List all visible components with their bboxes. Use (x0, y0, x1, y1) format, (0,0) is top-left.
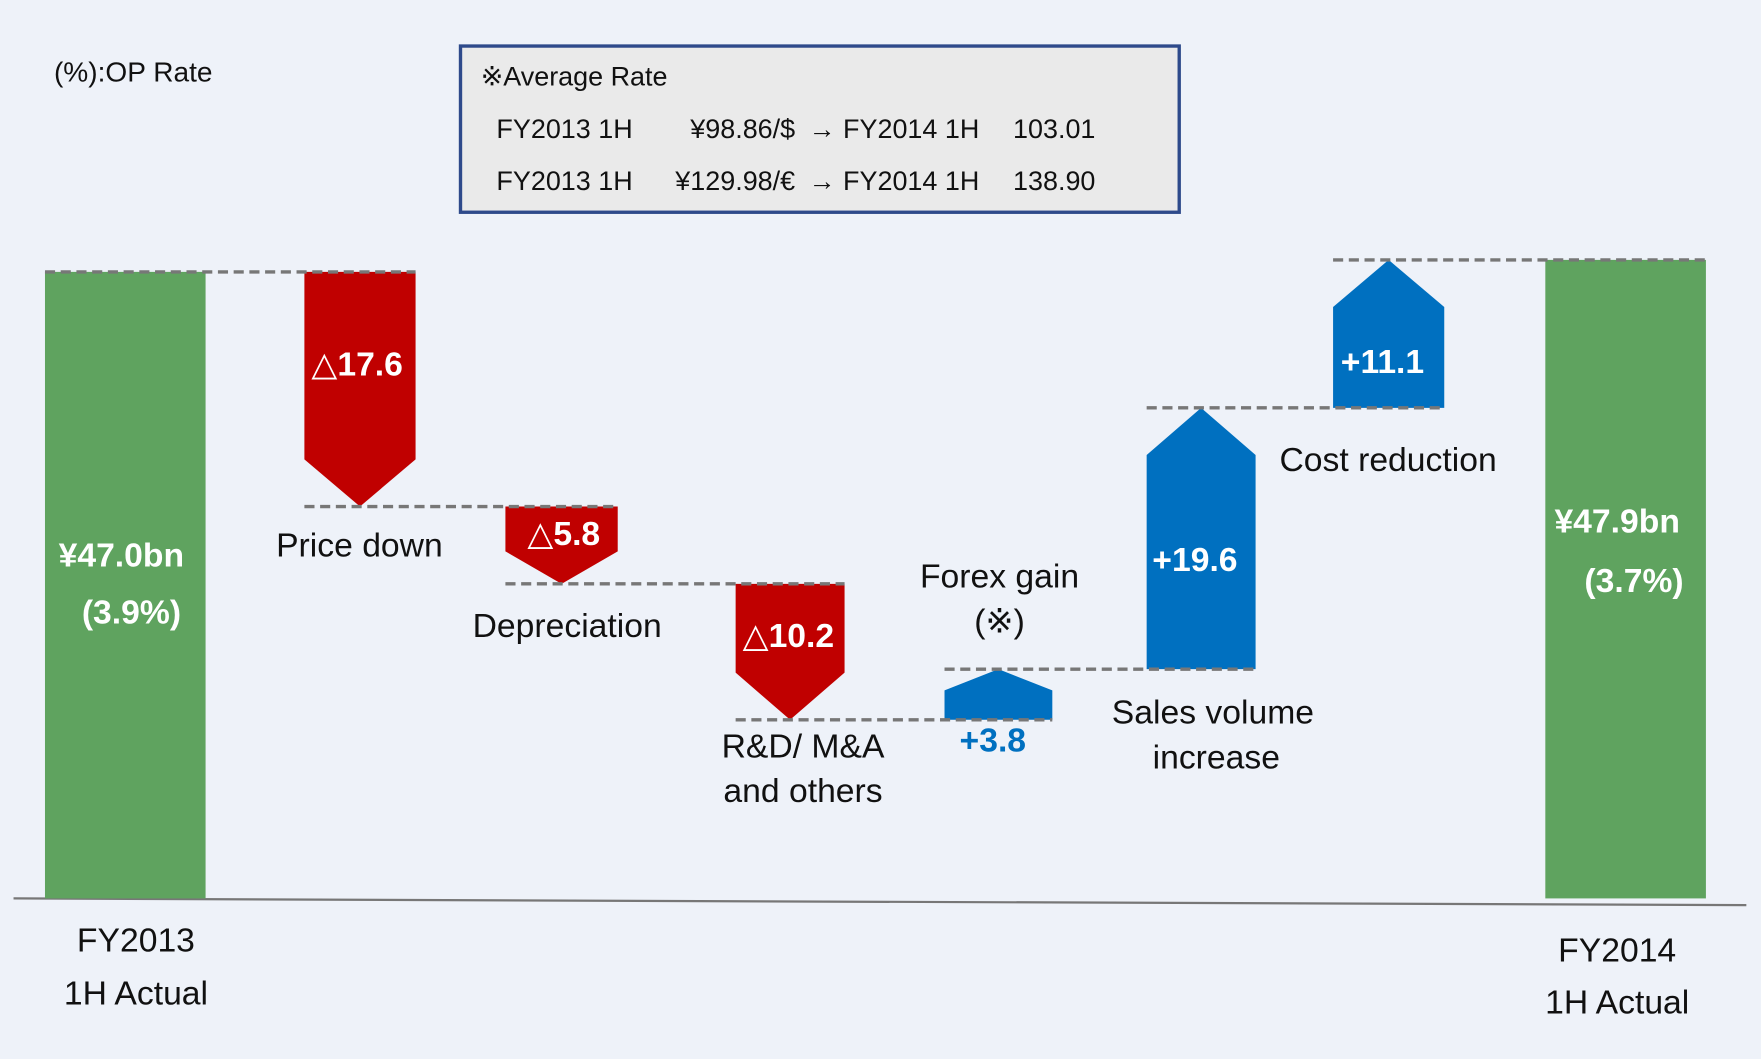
value-label: ¥47.9bn (1554, 504, 1679, 541)
category-label: Cost reduction (1279, 442, 1496, 479)
category-label: Depreciation (473, 608, 662, 645)
rate-box (458, 44, 1181, 214)
category-label: Forex gain (920, 559, 1079, 596)
total-bar (1545, 259, 1706, 899)
category-label: 1H Actual (1545, 984, 1689, 1021)
value-label: +19.6 (1152, 542, 1237, 579)
baseline (13, 897, 1747, 907)
total-bar (44, 271, 206, 899)
rate-box-title: ※Average Rate (481, 61, 668, 91)
category-label: 1H Actual (64, 975, 208, 1012)
value-label: △5.8 (527, 516, 600, 553)
value-label: +11.1 (1341, 344, 1424, 381)
category-label: and others (723, 773, 882, 810)
value-label: △17.6 (311, 346, 402, 383)
increase-arrow (1146, 407, 1256, 670)
category-label: FY2013 (77, 923, 195, 960)
category-label: Price down (276, 527, 443, 564)
op-rate-label: (3.9%) (82, 595, 181, 632)
rate-box-cell: 138.90 (1013, 166, 1095, 196)
category-label: increase (1153, 740, 1280, 777)
rate-box-cell: → FY2014 1H (809, 166, 980, 196)
rate-box-cell: ¥98.86/$ (689, 114, 795, 144)
rate-box-cell: FY2013 1H (496, 114, 632, 144)
value-label: △10.2 (743, 618, 834, 655)
category-label: FY2014 (1558, 933, 1676, 970)
category-label: Sales volume (1112, 695, 1314, 732)
category-label: (※) (974, 604, 1025, 641)
rate-box-cell: 103.01 (1013, 114, 1095, 144)
rate-box-cell: ¥129.98/€ (674, 166, 795, 196)
value-label: +3.8 (960, 723, 1027, 760)
rate-box-cell: → FY2014 1H (809, 114, 980, 144)
note: (%):OP Rate (54, 56, 213, 87)
increase-arrow (944, 669, 1053, 720)
decrease-arrow (505, 506, 618, 584)
decrease-arrow (304, 271, 416, 507)
category-label: R&D/ M&A (722, 728, 885, 765)
value-label: ¥47.0bn (59, 537, 184, 574)
op-rate-label: (3.7%) (1584, 563, 1683, 600)
decrease-arrow (735, 583, 845, 720)
rate-box-cell: FY2013 1H (496, 166, 632, 196)
increase-arrow (1333, 259, 1445, 408)
